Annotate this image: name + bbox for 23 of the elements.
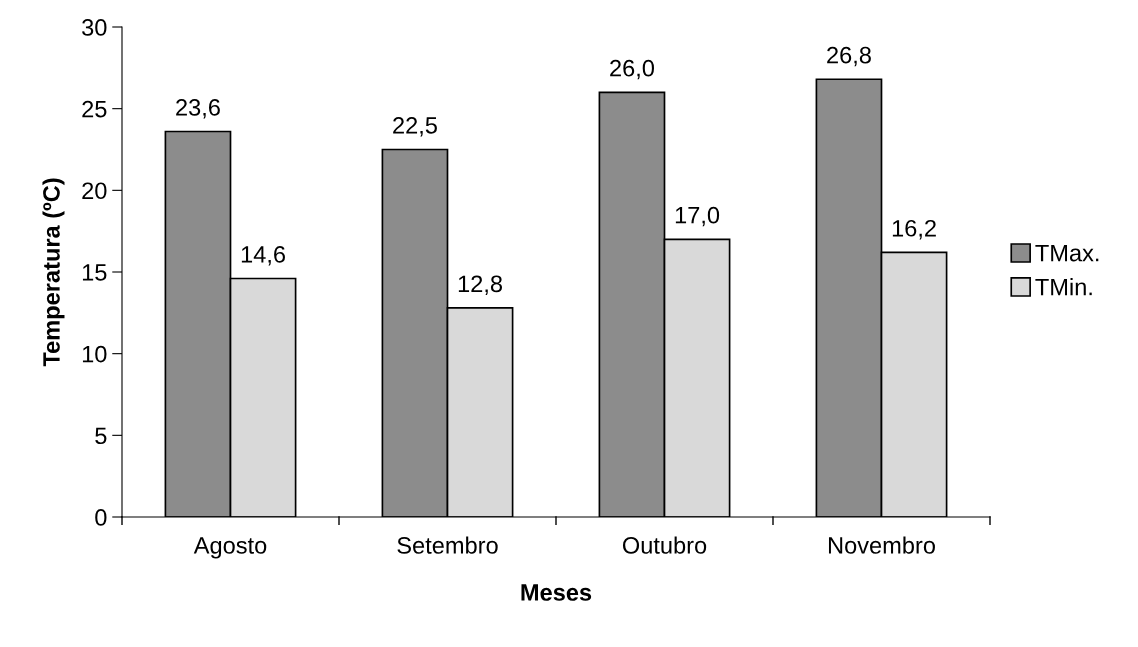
y-tick-label: 5 — [95, 427, 107, 445]
y-tick-label: 15 — [82, 264, 107, 281]
data-label: 22,5 — [393, 117, 437, 137]
data-label: 16,2 — [892, 219, 936, 240]
legend-label: TMin. — [1035, 278, 1092, 296]
y-tick-label: 0 — [95, 509, 107, 526]
data-label: 26,8 — [827, 46, 871, 67]
data-label: 26,0 — [610, 59, 655, 80]
x-axis-title: Meses — [521, 584, 592, 601]
data-label: 17,0 — [675, 206, 720, 227]
data-label: 23,6 — [176, 99, 220, 119]
data-label: 12,8 — [458, 275, 502, 295]
x-tick-label: Agosto — [193, 537, 267, 559]
y-tick-label: 30 — [82, 19, 107, 36]
x-tick-label: Setembro — [397, 536, 498, 554]
y-tick-label: 25 — [82, 100, 107, 118]
x-tick-label: Outubro — [622, 536, 707, 554]
y-tick-label: 20 — [82, 182, 107, 200]
y-tick-label: 10 — [82, 345, 107, 363]
legend-label: TMax. — [1035, 244, 1099, 262]
data-label: 14,6 — [241, 246, 285, 266]
y-axis-title: Temperatura (ºC) — [42, 178, 65, 367]
x-tick-label: Novembro — [828, 536, 935, 554]
